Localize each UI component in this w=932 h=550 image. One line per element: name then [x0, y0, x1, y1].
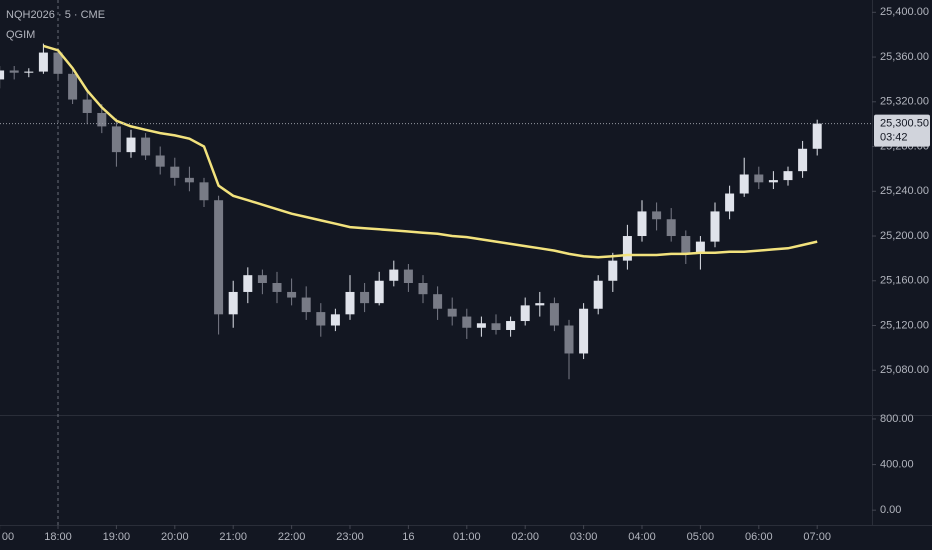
y-tick-label: 25,360.00: [880, 51, 929, 63]
candle-body: [754, 174, 764, 183]
candle-body: [549, 303, 559, 326]
candle-body: [141, 137, 151, 156]
candle-body: [374, 280, 384, 304]
candle-body: [710, 211, 720, 242]
candle-body: [24, 71, 34, 73]
candle-body: [739, 174, 749, 194]
x-tick-label: 00: [2, 531, 14, 543]
last-price-label: 25,300.50: [880, 118, 929, 130]
x-tick-label: 20:00: [161, 531, 189, 543]
candle-body: [389, 269, 399, 281]
last-price-box: [874, 114, 930, 147]
candle-body: [9, 70, 19, 73]
candle-body: [199, 182, 209, 201]
candle-body: [447, 308, 457, 317]
candle-body: [637, 211, 647, 237]
x-tick-label: 16: [402, 531, 414, 543]
candle-body: [652, 211, 662, 220]
candle-body: [170, 166, 180, 178]
x-tick-label: 23:00: [336, 531, 364, 543]
candle-body: [506, 321, 516, 330]
candle-body: [403, 269, 413, 284]
candle-body: [812, 123, 822, 149]
candle-body: [579, 308, 589, 354]
x-tick-label: 18:00: [44, 531, 72, 543]
candle-body: [783, 171, 793, 181]
candle-body: [68, 73, 78, 100]
candle-body: [345, 291, 355, 315]
x-tick-label: 06:00: [745, 531, 773, 543]
y-tick-label: 25,200.00: [880, 230, 929, 242]
candle-body: [82, 99, 92, 113]
candle-body: [433, 294, 443, 309]
y-tick-label: 25,080.00: [880, 364, 929, 376]
candle-body: [330, 314, 340, 326]
x-tick-label: 21:00: [219, 531, 247, 543]
x-tick-label: 05:00: [687, 531, 715, 543]
candle-body: [564, 325, 574, 354]
candle-body: [0, 70, 5, 80]
x-tick-label: 02:00: [511, 531, 539, 543]
y-tick-label: 800.00: [880, 413, 914, 425]
y-tick-label: 25,160.00: [880, 275, 929, 287]
candle-body: [360, 291, 370, 304]
indicator-name: QGIM: [6, 29, 35, 41]
candle-body: [695, 241, 705, 253]
candle-body: [418, 283, 428, 295]
candle-body: [491, 323, 501, 330]
candle-body: [228, 291, 238, 315]
x-tick-label: 07:00: [803, 531, 831, 543]
y-tick-label: 25,320.00: [880, 96, 929, 108]
candle-body: [622, 236, 632, 261]
candle-body: [301, 297, 311, 313]
x-tick-label: 03:00: [570, 531, 598, 543]
x-tick-label: 19:00: [103, 531, 131, 543]
countdown: 03:42: [880, 132, 908, 144]
candle-body: [272, 283, 282, 292]
candle-body: [681, 236, 691, 253]
candle-body: [184, 177, 194, 183]
candle-body: [608, 260, 618, 281]
x-tick-label: 01:00: [453, 531, 481, 543]
y-tick-label: 400.00: [880, 458, 914, 470]
candle-body: [520, 305, 530, 322]
candle-body: [666, 219, 676, 237]
moving-average: [43, 44, 818, 259]
y-tick-label: 25,120.00: [880, 319, 929, 331]
candle-body: [243, 275, 253, 292]
x-tick-label: 04:00: [628, 531, 656, 543]
candle-body: [97, 112, 107, 127]
x-tick-label: 22:00: [278, 531, 306, 543]
plot: [0, 43, 822, 380]
candle-body: [126, 137, 136, 153]
y-tick-label: 25,400.00: [880, 6, 929, 18]
candle-body: [768, 180, 778, 183]
chart-title: NQH2026 · 5 · CME: [6, 9, 105, 21]
candle-body: [53, 52, 63, 74]
candle-body: [257, 275, 267, 284]
candle-body: [38, 52, 48, 72]
y-tick-label: 25,240.00: [880, 185, 929, 197]
candle-body: [798, 148, 808, 172]
y-tick-label: 0.00: [880, 504, 901, 516]
candle-body: [111, 126, 121, 153]
candle-body: [476, 323, 486, 328]
candle-body: [155, 155, 165, 167]
candle-body: [725, 193, 735, 212]
candle-body: [316, 312, 326, 326]
candle-body: [214, 200, 224, 315]
candle-body: [462, 316, 472, 328]
candle-body: [535, 303, 545, 306]
candle-body: [593, 280, 603, 309]
candle-body: [287, 291, 297, 298]
